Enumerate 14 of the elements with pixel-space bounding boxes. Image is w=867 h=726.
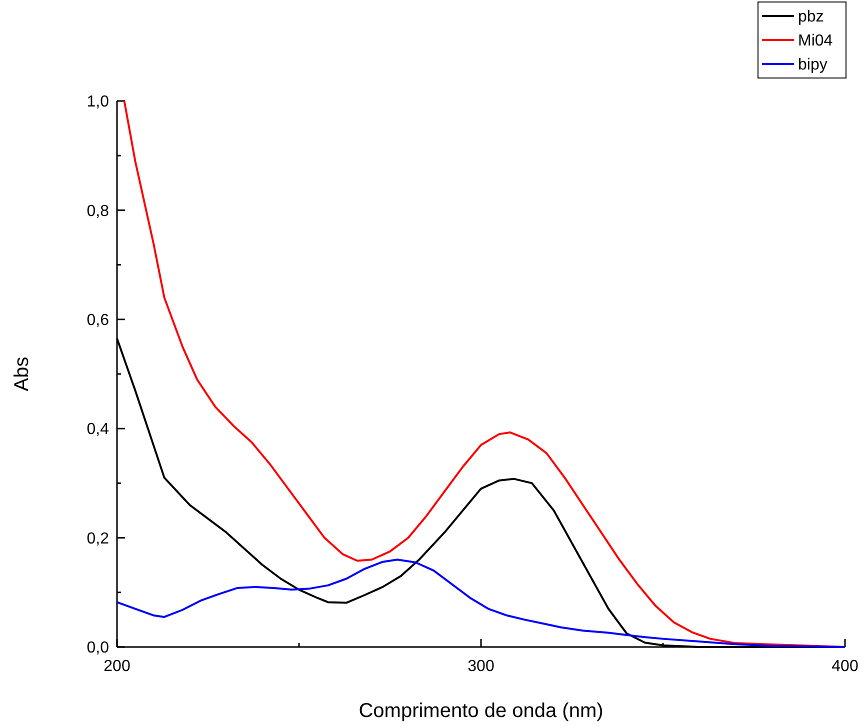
x-tick-label: 300 bbox=[468, 658, 494, 675]
y-tick-label: 0,2 bbox=[86, 530, 110, 548]
y-tick-label: 0,8 bbox=[86, 202, 110, 220]
y-tick-label: 0,0 bbox=[86, 640, 110, 657]
x-axis-title: Comprimento de onda (nm) bbox=[358, 700, 604, 722]
y-axis-title: Abs bbox=[11, 356, 33, 392]
legend-label: pbz bbox=[798, 8, 824, 26]
legend-label: bipy bbox=[798, 56, 828, 74]
y-tick-label: 0,4 bbox=[86, 421, 110, 438]
y-tick-label: 1,0 bbox=[86, 94, 110, 111]
x-tick-label: 400 bbox=[832, 658, 858, 675]
y-tick-label: 0,6 bbox=[86, 312, 110, 329]
legend-label: Mi04 bbox=[798, 32, 833, 50]
x-tick-label: 200 bbox=[104, 658, 130, 675]
